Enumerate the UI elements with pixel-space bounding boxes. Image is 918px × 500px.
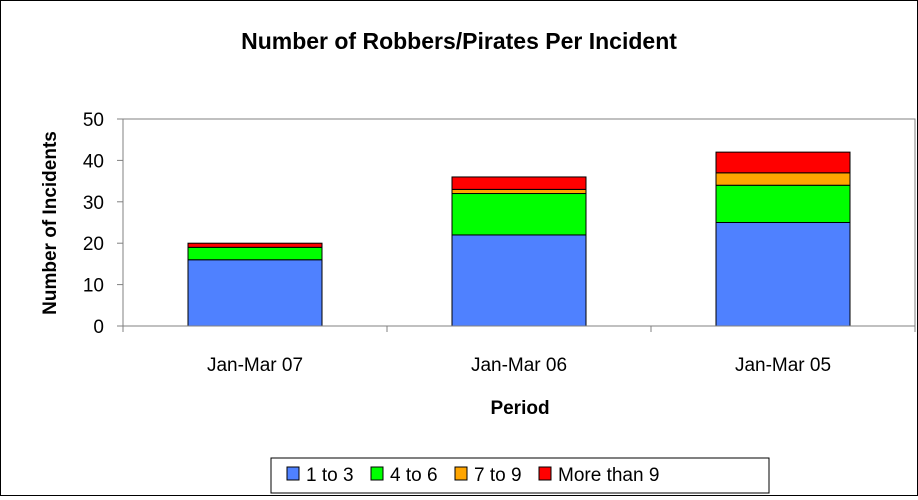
- bar-segment: [451, 193, 587, 236]
- legend-swatch: [454, 466, 468, 481]
- legend-label: More than 9: [558, 465, 659, 486]
- bar-segment: [451, 176, 587, 190]
- bar-segment: [187, 242, 323, 248]
- x-axis-title: Period: [490, 398, 549, 419]
- axis-layer: 0 10 20 30 40 50 Jan-Mar 07 Jan-Mar 06 Jan-Mar 0…: [83, 110, 916, 376]
- y-tick-label: 10: [83, 276, 104, 297]
- y-tick-label: 0: [93, 317, 104, 338]
- y-tick-label: 40: [83, 151, 104, 172]
- y-tick-label: 30: [83, 193, 104, 214]
- legend-label: 1 to 3: [306, 465, 354, 486]
- bar-segment: [715, 222, 851, 327]
- x-tick-label: Jan-Mar 06: [471, 355, 567, 376]
- bar-segment: [715, 184, 851, 224]
- bar-segment: [187, 259, 323, 327]
- y-tick-label: 50: [83, 110, 104, 131]
- legend-swatch: [370, 466, 384, 481]
- legend-box: [270, 457, 770, 494]
- chart-title: Number of Robbers/Pirates Per Incident: [241, 28, 677, 54]
- legend-label: 7 to 9: [474, 465, 522, 486]
- bars-layer: [187, 151, 851, 327]
- bar-segment: [715, 151, 851, 174]
- legend-swatch: [286, 466, 300, 481]
- bar-segment: [187, 246, 323, 261]
- bar-segment: [451, 234, 587, 327]
- bar-segment: [715, 172, 851, 186]
- y-tick-label: 20: [83, 234, 104, 255]
- y-axis-title: Number of Incidents: [40, 131, 61, 315]
- legend: 1 to 3 4 to 6 7 to 9 More than 9: [270, 457, 770, 494]
- x-tick-label: Jan-Mar 05: [735, 355, 831, 376]
- legend-label: 4 to 6: [390, 465, 438, 486]
- legend-swatch: [538, 466, 552, 481]
- bar-segment: [451, 188, 587, 195]
- x-tick-label: Jan-Mar 07: [207, 355, 303, 376]
